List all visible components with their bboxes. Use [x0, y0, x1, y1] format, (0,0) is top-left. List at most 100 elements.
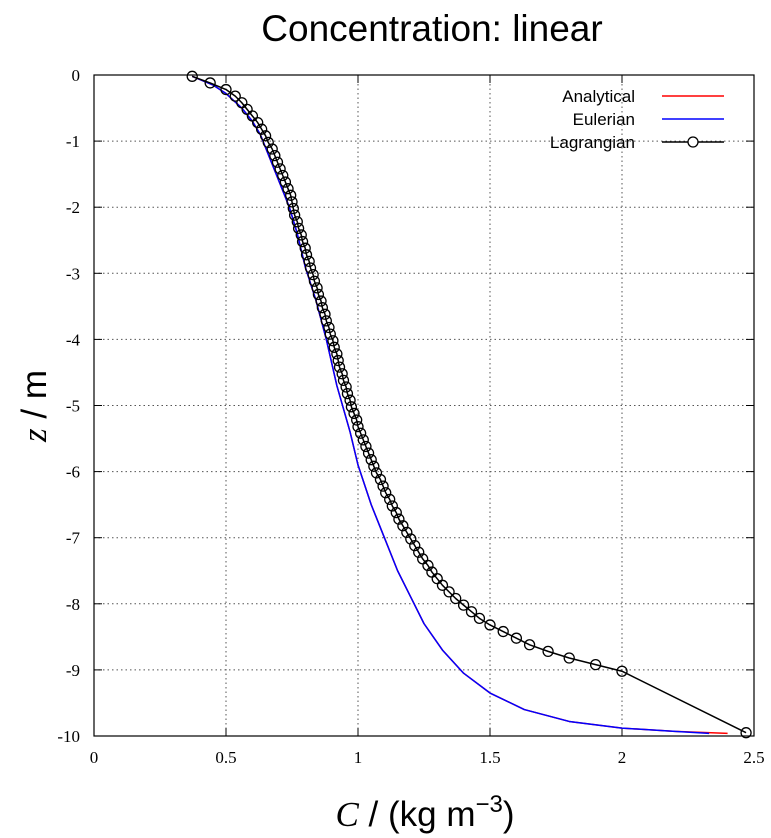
lagrangian-point [323, 321, 335, 334]
legend-label-lagrangian: Lagrangian [550, 133, 635, 152]
lagrangian-point [542, 645, 554, 658]
lagrangian-point [286, 196, 298, 208]
y-tick-label: -6 [66, 463, 80, 482]
lagrangian-point [292, 222, 305, 235]
lagrangian-point [255, 123, 268, 135]
x-tick-label: 2.5 [743, 748, 764, 767]
lagrangian-point [374, 473, 387, 486]
lagrangian-point [274, 163, 286, 175]
lagrangian-point [380, 487, 392, 499]
y-tick-label: -3 [66, 264, 80, 283]
lagrangian-point [450, 592, 462, 605]
lagrangian-point [308, 275, 321, 287]
lagrangian-markers [186, 70, 752, 739]
lagrangian-point [291, 216, 303, 228]
lagrangian-point [384, 493, 396, 506]
lagrangian-point [344, 394, 356, 406]
lagrangian-point [348, 407, 360, 420]
lagrangian-point [311, 282, 323, 294]
lagrangian-point [422, 559, 434, 572]
lagrangian-point [341, 387, 354, 400]
lagrangian-point [287, 202, 299, 215]
lagrangian-point [413, 546, 425, 558]
lagrangian-point [320, 315, 332, 327]
lagrangian-point [523, 639, 536, 651]
y-tick-label: 0 [72, 66, 81, 85]
series-layer [191, 75, 747, 735]
lagrangian-point [252, 116, 264, 129]
lagrangian-point [328, 341, 340, 353]
lagrangian-point [589, 658, 602, 671]
lagrangian-point [365, 454, 377, 466]
legend-marker-lagrangian [687, 136, 699, 148]
y-tick-label: -1 [66, 132, 80, 151]
lagrangian-point [497, 625, 509, 638]
lagrangian-point [401, 526, 413, 539]
lagrangian-point [295, 229, 307, 241]
y-tick-label: -8 [66, 595, 80, 614]
lagrangian-point [299, 242, 311, 254]
lagrangian-point [443, 586, 455, 598]
legend-label-analytical: Analytical [562, 87, 635, 106]
eulerian-line [191, 75, 710, 735]
y-tick-label: -4 [66, 330, 81, 349]
lagrangian-point [266, 143, 278, 155]
lagrangian-point [351, 414, 363, 426]
lagrangian-point [740, 727, 752, 739]
x-axis-label: C / (kg m−3) [335, 791, 514, 834]
lagrangian-point [220, 83, 232, 96]
lagrangian-point [465, 606, 478, 618]
y-axis-label: z / m [15, 370, 54, 443]
lagrangian-point [288, 209, 301, 221]
lagrangian-point [409, 539, 421, 552]
lagrangian-point [282, 183, 294, 195]
lagrangian-point [319, 308, 331, 320]
lagrangian-point [336, 368, 348, 380]
y-tick-label: -10 [57, 727, 80, 746]
x-tick-label: 0 [90, 748, 99, 767]
lagrangian-point [405, 533, 417, 545]
lagrangian-point [316, 302, 329, 314]
lagrangian-point [362, 447, 375, 459]
lagrangian-point [279, 176, 292, 188]
plot-frame [93, 74, 755, 737]
lagrangian-point [377, 480, 389, 492]
lagrangian-point [327, 335, 339, 347]
lagrangian-point [307, 268, 319, 281]
lagrangian-point [368, 460, 380, 472]
lagrangian-point [457, 599, 470, 611]
lagrangian-point [390, 506, 402, 519]
lagrangian-point [370, 467, 383, 479]
lagrangian-point [312, 288, 325, 301]
lagrangian-point [436, 579, 449, 591]
y-tick-label: -2 [66, 198, 80, 217]
lagrangian-point [337, 374, 350, 387]
lagrangian-point [285, 189, 297, 201]
lagrangian-point [269, 149, 281, 162]
lagrangian-line [191, 75, 747, 734]
y-tick-label: -5 [66, 397, 80, 416]
lagrangian-point [563, 652, 575, 664]
x-tick-label: 2 [618, 748, 627, 767]
lagrangian-point [473, 612, 486, 624]
lagrangian-point [304, 262, 317, 274]
lagrangian-point [259, 130, 272, 142]
x-tick-label: 1.5 [479, 748, 500, 767]
lagrangian-point [277, 169, 289, 182]
lagrangian-point [186, 70, 198, 82]
lagrangian-point [616, 665, 628, 677]
lagrangian-point [340, 381, 352, 393]
lagrangian-point [360, 440, 372, 453]
lagrangian-point [204, 77, 216, 89]
lagrangian-point [324, 328, 336, 340]
y-tick-label: -7 [66, 529, 81, 548]
lagrangian-point [393, 513, 405, 525]
lagrangian-point [345, 401, 358, 413]
x-tick-label: 1 [354, 748, 363, 767]
lagrangian-point [331, 348, 343, 360]
grid-lines [94, 75, 754, 736]
lagrangian-point [357, 434, 369, 446]
lagrangian-point [386, 500, 398, 512]
lagrangian-point [333, 361, 346, 373]
lagrangian-point [332, 354, 344, 367]
